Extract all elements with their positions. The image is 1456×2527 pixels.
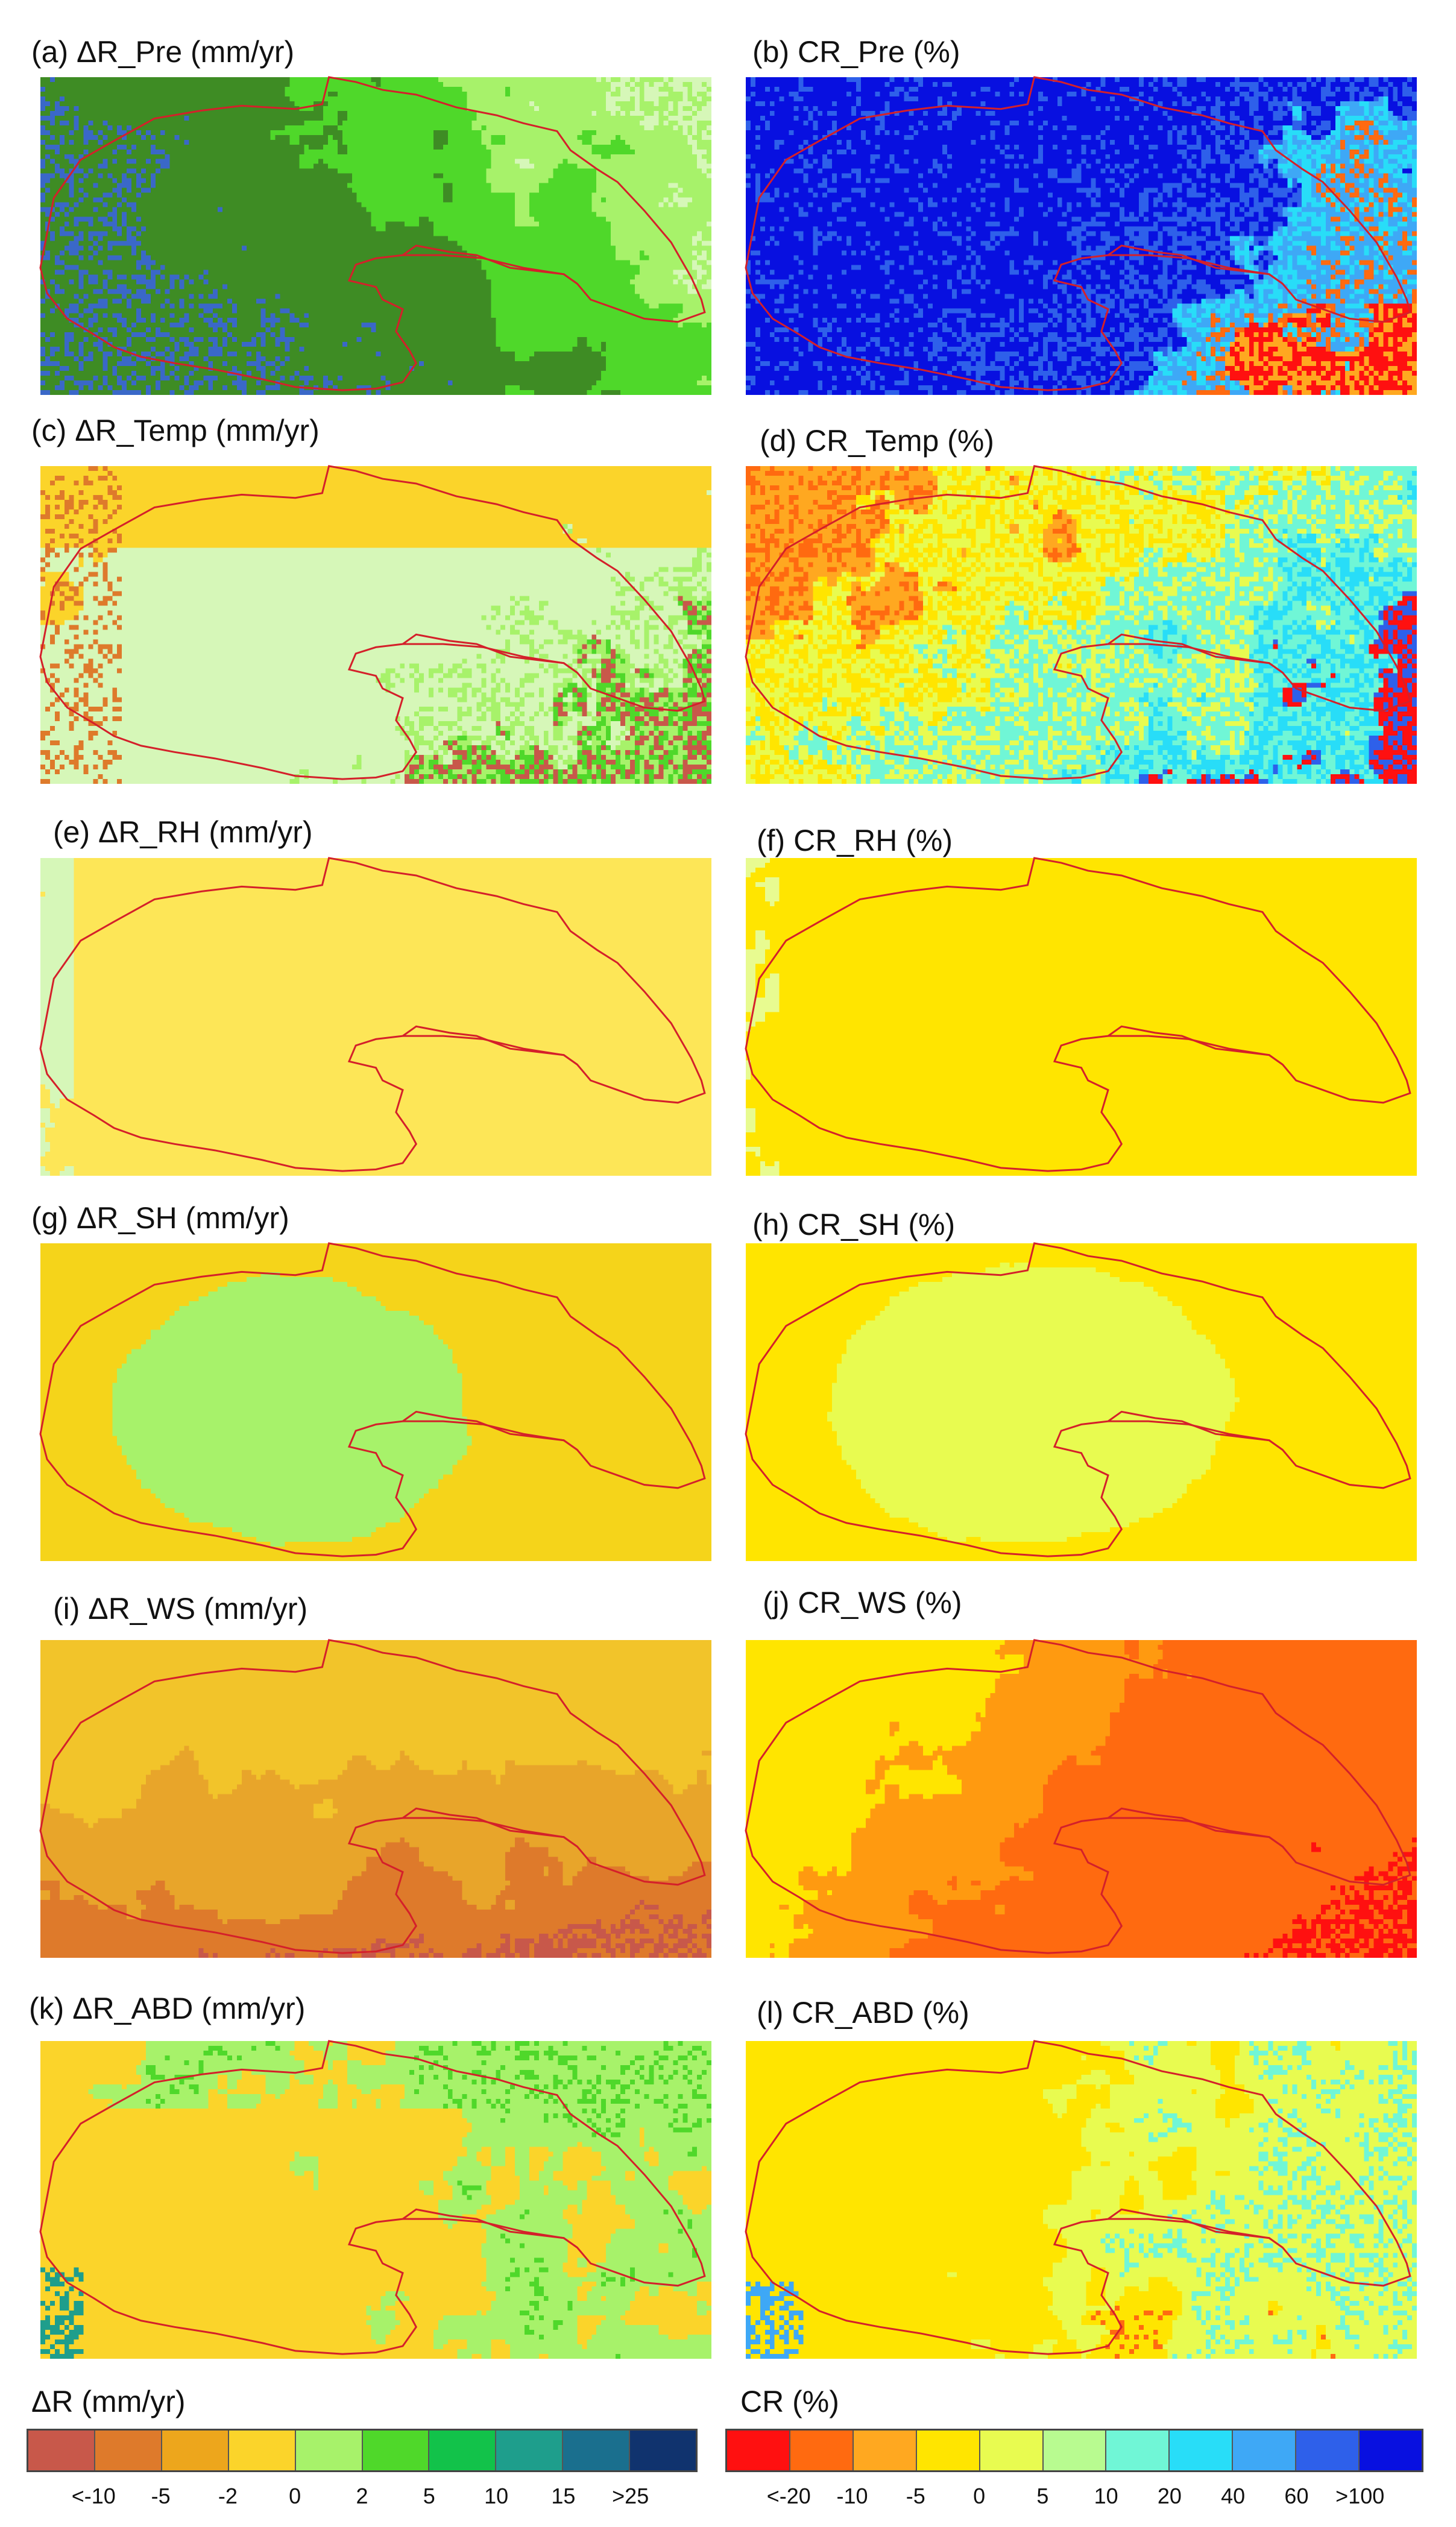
panel-f-title: (f) CR_RH (%)	[757, 824, 953, 857]
panel-h-title: (h) CR_SH (%)	[752, 1208, 956, 1241]
panel-j-title: (j) CR_WS (%)	[763, 1586, 962, 1620]
legend-tick-label: 40	[1221, 2484, 1246, 2508]
map-panel-c	[40, 466, 711, 784]
basin-boundary	[746, 466, 1417, 784]
basin-boundary	[746, 77, 1417, 395]
legend-tick-label: >25	[612, 2484, 649, 2508]
legend-tick-label: 10	[1094, 2484, 1118, 2508]
legend-swatch	[95, 2431, 162, 2470]
legend-tick-label: 60	[1284, 2484, 1309, 2508]
map-panel-i	[40, 1640, 711, 1958]
map-panel-e	[40, 858, 711, 1176]
legend-tick-label: >100	[1335, 2484, 1385, 2508]
legend-tick-label: 2	[356, 2484, 368, 2508]
map-panel-h	[746, 1243, 1417, 1561]
panel-a-title: (a) ΔR_Pre (mm/yr)	[31, 35, 295, 69]
legend-swatch	[1170, 2431, 1234, 2470]
raster-layer	[40, 1640, 711, 1958]
legend-swatch	[790, 2431, 854, 2470]
map-panel-j	[746, 1640, 1417, 1958]
basin-boundary	[746, 1640, 1417, 1958]
map-panel-l	[746, 2041, 1417, 2359]
raster-layer	[746, 466, 1417, 784]
basin-boundary	[40, 466, 711, 784]
raster-layer	[40, 1243, 711, 1561]
panel-e-title: (e) ΔR_RH (mm/yr)	[53, 815, 313, 849]
map-panel-f	[746, 858, 1417, 1176]
legend-swatch	[429, 2431, 497, 2470]
raster-layer	[40, 77, 711, 395]
legend-swatch	[1233, 2431, 1297, 2470]
panel-l-title: (l) CR_ABD (%)	[757, 1996, 969, 2030]
map-panel-a	[40, 77, 711, 395]
raster-layer	[40, 858, 711, 1176]
legend-swatch	[1106, 2431, 1170, 2470]
legend-tick-label: -5	[906, 2484, 925, 2508]
legend-tick-label: 0	[289, 2484, 301, 2508]
legend-swatch	[630, 2431, 696, 2470]
basin-boundary	[40, 2041, 711, 2359]
legend-cr-title: CR (%)	[740, 2385, 839, 2418]
panel-i-title: (i) ΔR_WS (mm/yr)	[53, 1592, 308, 1626]
legend-tick-label: 5	[423, 2484, 435, 2508]
basin-boundary	[40, 77, 711, 395]
legend-tick-label: <-20	[766, 2484, 811, 2508]
legend-dr-title: ΔR (mm/yr)	[31, 2385, 186, 2418]
legend-swatch	[228, 2431, 296, 2470]
legend-tick-label: 0	[973, 2484, 986, 2508]
legend-swatch	[1043, 2431, 1107, 2470]
raster-layer	[746, 858, 1417, 1176]
basin-boundary	[40, 1243, 711, 1561]
panel-g-title: (g) ΔR_SH (mm/yr)	[31, 1201, 289, 1235]
raster-layer	[746, 1243, 1417, 1561]
basin-boundary	[746, 2041, 1417, 2359]
raster-layer	[746, 77, 1417, 395]
panel-b-title: (b) CR_Pre (%)	[752, 35, 960, 69]
legend-swatch	[563, 2431, 631, 2470]
legend-tick-label: 10	[484, 2484, 509, 2508]
legend-tick-label: -5	[151, 2484, 171, 2508]
map-panel-g	[40, 1243, 711, 1561]
legend-tick-label: -10	[836, 2484, 868, 2508]
map-panel-b	[746, 77, 1417, 395]
panel-k-title: (k) ΔR_ABD (mm/yr)	[29, 1992, 306, 2025]
raster-layer	[746, 1640, 1417, 1958]
map-panel-k	[40, 2041, 711, 2359]
legend-swatch	[28, 2431, 95, 2470]
legend-cr-colorbar	[725, 2429, 1423, 2472]
legend-tick-label: 5	[1036, 2484, 1049, 2508]
legend-swatch	[980, 2431, 1044, 2470]
legend-swatch	[362, 2431, 430, 2470]
panel-c-title: (c) ΔR_Temp (mm/yr)	[31, 414, 320, 447]
legend-swatch	[295, 2431, 363, 2470]
raster-layer	[40, 2041, 711, 2359]
map-panel-d	[746, 466, 1417, 784]
legend-tick-label: 20	[1157, 2484, 1182, 2508]
legend-swatch	[496, 2431, 564, 2470]
legend-tick-label: -2	[218, 2484, 238, 2508]
legend-tick-label: <-10	[71, 2484, 116, 2508]
legend-swatch	[1360, 2431, 1422, 2470]
legend-swatch	[727, 2431, 790, 2470]
legend-dr-colorbar	[27, 2429, 698, 2472]
legend-swatch	[916, 2431, 980, 2470]
legend-tick-label: 15	[551, 2484, 576, 2508]
basin-boundary	[746, 1243, 1417, 1561]
raster-layer	[746, 2041, 1417, 2359]
panel-d-title: (d) CR_Temp (%)	[760, 424, 994, 458]
legend-swatch	[162, 2431, 229, 2470]
legend-swatch	[1296, 2431, 1360, 2470]
basin-boundary	[40, 1640, 711, 1958]
basin-boundary	[40, 858, 711, 1176]
basin-boundary	[746, 858, 1417, 1176]
raster-layer	[40, 466, 711, 784]
legend-swatch	[853, 2431, 917, 2470]
